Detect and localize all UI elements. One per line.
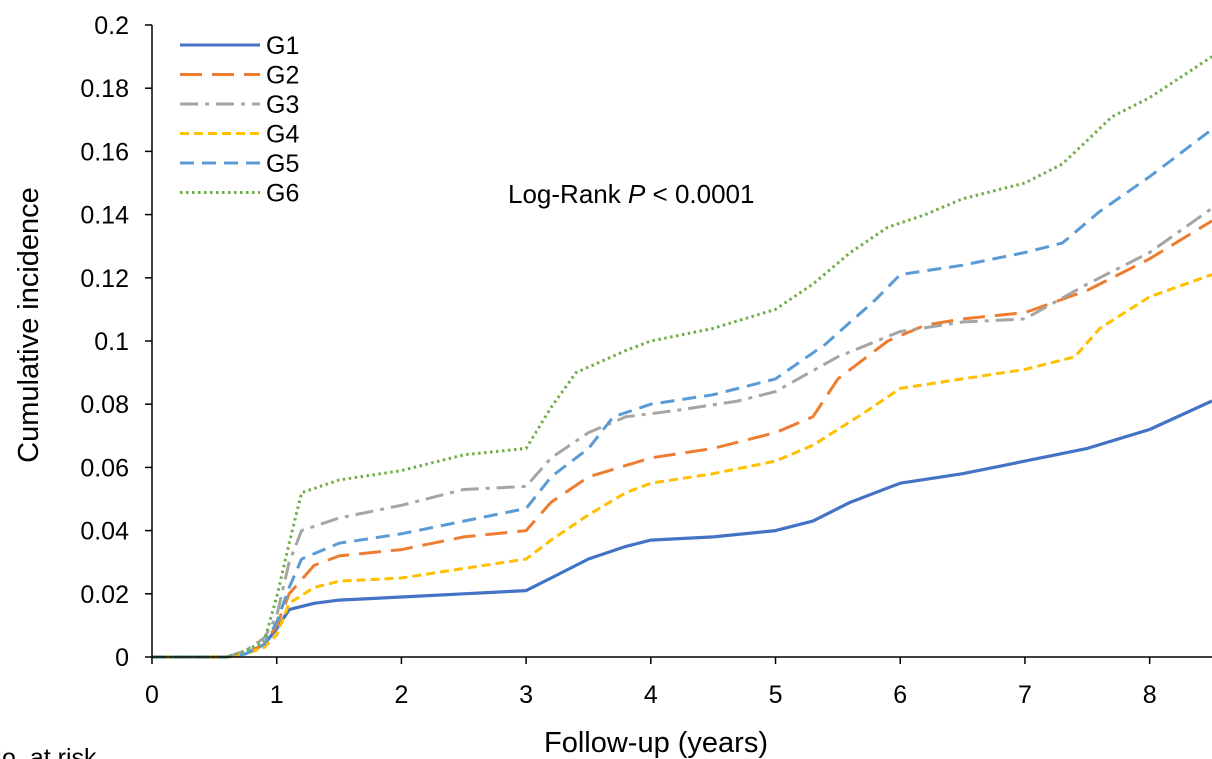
y-tick-label: 0.12 — [80, 265, 129, 293]
x-tick-label: 1 — [270, 681, 284, 709]
x-tick-label: 5 — [769, 681, 783, 709]
series-line-g1 — [152, 399, 1212, 659]
x-tick-label: 2 — [394, 681, 408, 709]
at-risk-label: No. at risk — [0, 744, 97, 759]
x-tick-label: 7 — [1018, 681, 1032, 709]
legend-label-g5: G5 — [266, 150, 299, 178]
y-tick-label: 0.2 — [94, 12, 129, 40]
log-rank-annotation: Log-Rank P < 0.0001 — [508, 179, 754, 209]
y-tick-label: 0.1 — [94, 328, 129, 356]
series-lines — [152, 55, 1212, 659]
y-tick-label: 0.08 — [80, 391, 129, 419]
y-tick-label: 0.02 — [80, 581, 129, 609]
log-rank-p: P — [628, 179, 646, 209]
x-tick-label: 6 — [893, 681, 907, 709]
x-tick-label: 3 — [519, 681, 533, 709]
y-tick-label: 0.18 — [80, 75, 129, 103]
x-axis-ticks: 0 1 2 3 4 5 6 7 8 — [145, 657, 1157, 709]
series-line-g4 — [152, 273, 1212, 659]
log-rank-prefix: Log-Rank — [508, 179, 628, 209]
y-axis-ticks: 0 0.02 0.04 0.06 0.08 0.1 0.12 0.14 0.16 0.18 0.2 — [80, 12, 152, 672]
legend-label-g3: G3 — [266, 91, 299, 119]
series-line-g2 — [152, 219, 1212, 659]
series-line-g5 — [152, 128, 1212, 659]
series-line-g6 — [152, 55, 1212, 659]
y-tick-label: 0.06 — [80, 454, 129, 482]
y-tick-label: 0.16 — [80, 138, 129, 166]
y-tick-label: 0.04 — [80, 518, 129, 546]
x-tick-label: 0 — [145, 681, 159, 709]
legend-label-g1: G1 — [266, 32, 299, 60]
x-tick-label: 8 — [1143, 681, 1157, 709]
legend-label-g4: G4 — [266, 121, 299, 149]
y-tick-label: 0.14 — [80, 202, 129, 230]
legend-label-g6: G6 — [266, 180, 299, 208]
x-tick-label: 4 — [644, 681, 658, 709]
x-axis-title: Follow-up (years) — [544, 727, 768, 759]
log-rank-suffix: < 0.0001 — [645, 179, 754, 209]
legend-label-g2: G2 — [266, 62, 299, 90]
y-axis-title: Cumulative incidence — [13, 187, 45, 463]
y-tick-label: 0 — [115, 644, 129, 672]
series-line-g3 — [152, 207, 1212, 659]
